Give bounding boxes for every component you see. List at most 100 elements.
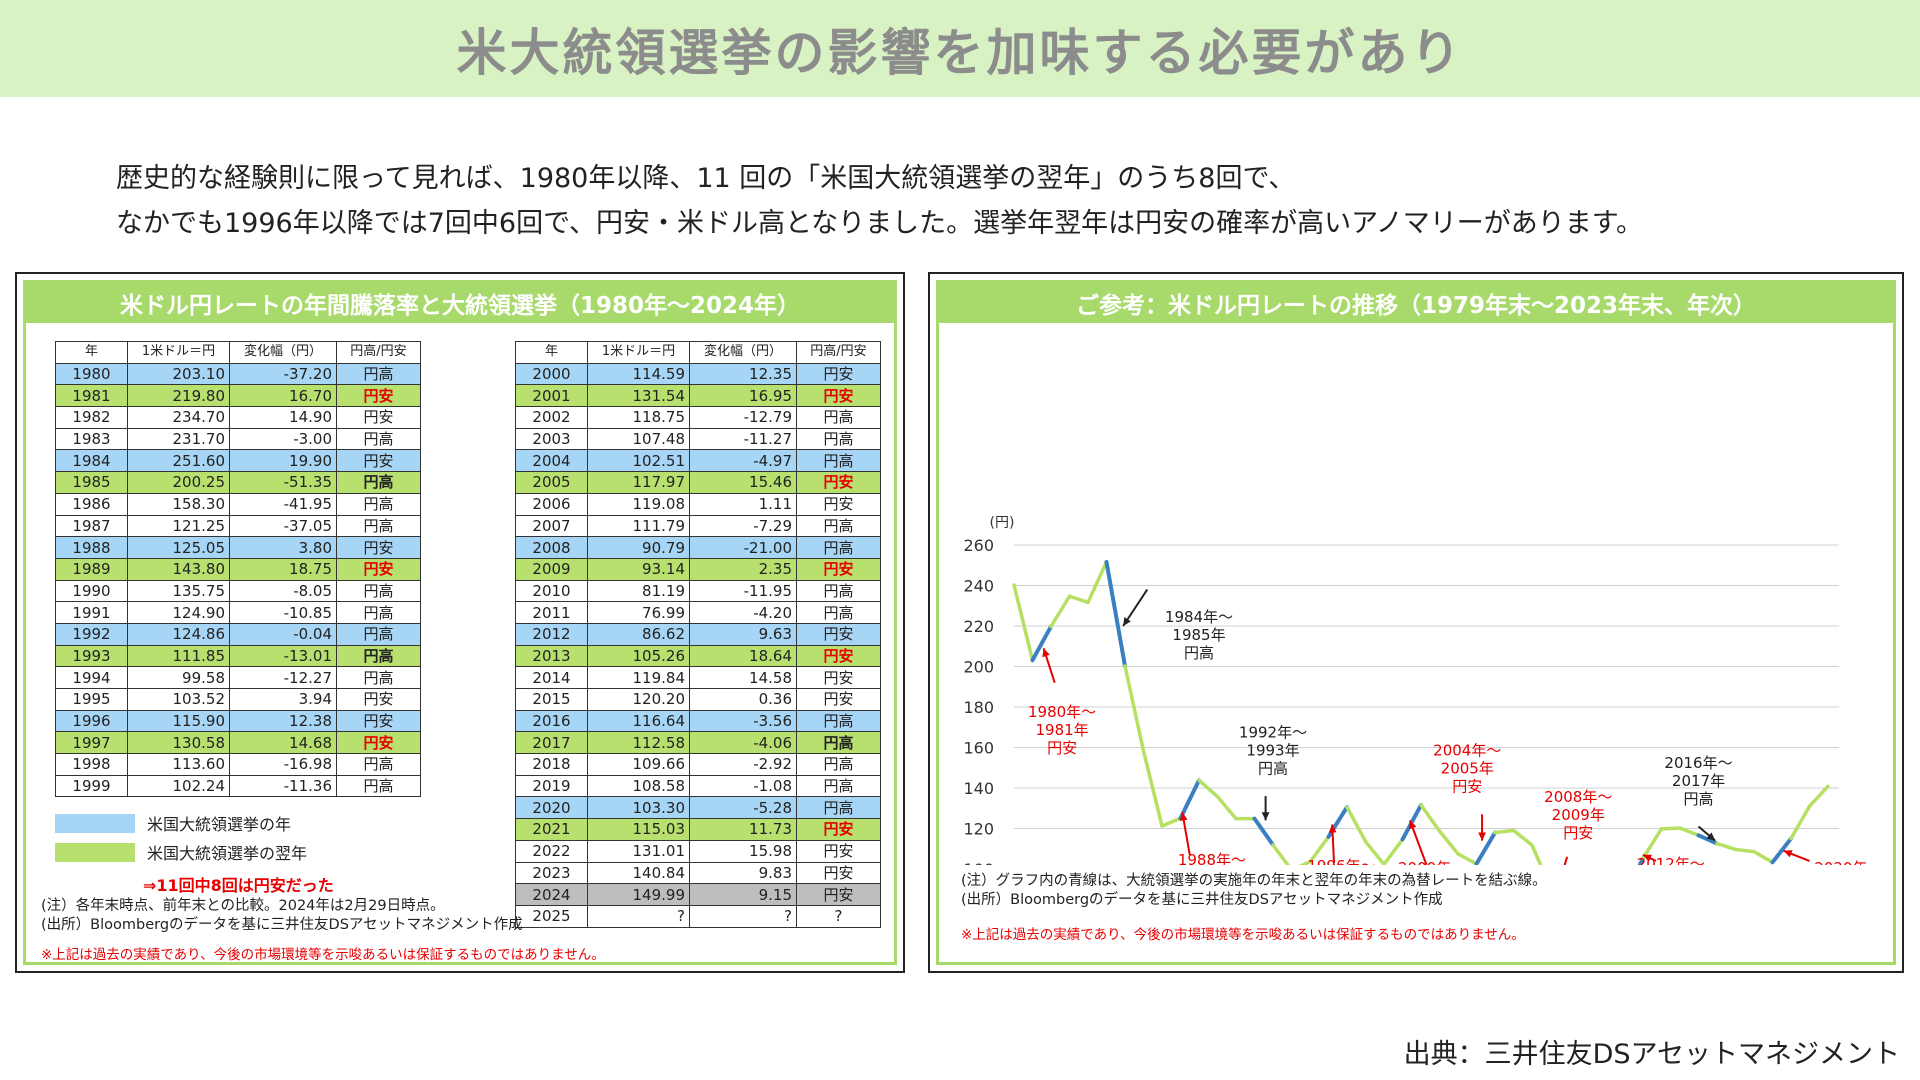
line-segment bbox=[1493, 828, 1516, 835]
year-cell: 1988 bbox=[55, 536, 128, 559]
year-cell: 1986 bbox=[55, 492, 128, 516]
direction-cell: 円安 bbox=[796, 384, 881, 408]
year-cell: 1997 bbox=[55, 731, 128, 755]
table-row: 1992 124.86 -0.04 円高 bbox=[55, 622, 421, 646]
rate-chart-frame: ご参考：米ドル円レートの推移（1979年末～2023年末、年次） 260 240 2… bbox=[936, 280, 1896, 965]
chart-disclaimer: ※上記は過去の実績であり、今後の市場環境等を示唆あるいは保証するものではありませ… bbox=[961, 927, 1525, 943]
change-cell: 12.35 bbox=[689, 362, 797, 386]
line-segment bbox=[1160, 816, 1183, 828]
direction-cell: 円高 bbox=[796, 753, 881, 776]
change-cell: -4.20 bbox=[689, 601, 797, 624]
year-cell: 2012 bbox=[515, 622, 588, 646]
year-cell: 2018 bbox=[515, 753, 588, 776]
year-cell: 2010 bbox=[515, 579, 588, 603]
year-cell: 2007 bbox=[515, 514, 588, 538]
line-segment bbox=[1197, 778, 1220, 799]
change-cell: -11.95 bbox=[689, 579, 797, 603]
line-segment bbox=[1511, 828, 1534, 847]
y-axis-label: (円) bbox=[990, 515, 1015, 531]
annotation-label: 1984年～ bbox=[1165, 608, 1233, 626]
year-cell: 2009 bbox=[515, 557, 588, 581]
table-row: 2020 103.30 -5.28 円高 bbox=[515, 796, 881, 820]
annotation-label: 2020年～ bbox=[1814, 859, 1882, 865]
annotation-label: 2017年 bbox=[1672, 772, 1725, 790]
change-cell: 14.58 bbox=[689, 666, 797, 689]
annotation-label: 1985年 bbox=[1172, 626, 1225, 644]
table-row: 2007 111.79 -7.29 円高 bbox=[515, 514, 881, 538]
table-row: 1986 158.30 -41.95 円高 bbox=[55, 492, 421, 516]
change-cell: 14.68 bbox=[229, 731, 337, 755]
year-cell: 1994 bbox=[55, 666, 128, 689]
direction-cell: 円高 bbox=[336, 753, 421, 776]
table-row: 2018 109.66 -2.92 円高 bbox=[515, 753, 881, 776]
year-cell: 1984 bbox=[55, 449, 128, 473]
rate-cell: 140.84 bbox=[587, 861, 690, 885]
direction-cell: 円安 bbox=[796, 861, 881, 885]
change-cell: 9.15 bbox=[689, 883, 797, 906]
line-segment bbox=[1419, 803, 1442, 833]
table-row: 1982 234.70 14.90 円安 bbox=[55, 406, 421, 429]
rate-cell: 81.19 bbox=[587, 579, 690, 603]
year-cell: 2008 bbox=[515, 536, 588, 559]
direction-cell: 円高 bbox=[796, 796, 881, 820]
rate-cell: 124.86 bbox=[127, 622, 230, 646]
rate-cell: 158.30 bbox=[127, 492, 230, 516]
table-row: 2003 107.48 -11.27 円高 bbox=[515, 427, 881, 451]
rate-cell: 200.25 bbox=[127, 471, 230, 494]
year-cell: 2013 bbox=[515, 644, 588, 668]
header-rate: 1米ドル＝円 bbox=[587, 341, 690, 364]
table-row: 1991 124.90 -10.85 円高 bbox=[55, 601, 421, 624]
annotation-label: 1980年～ bbox=[1028, 703, 1096, 721]
annotation-label: 2009年 bbox=[1552, 806, 1605, 824]
direction-cell: 円安 bbox=[336, 557, 421, 581]
line-segment bbox=[1141, 749, 1164, 828]
annotation-label: 1988年～ bbox=[1178, 851, 1246, 865]
year-cell: 1987 bbox=[55, 514, 128, 538]
table-row: 1990 135.75 -8.05 円高 bbox=[55, 579, 421, 603]
rate-cell: 103.52 bbox=[127, 688, 230, 711]
annotation-arrowhead bbox=[1261, 812, 1270, 821]
line-segment bbox=[1382, 837, 1405, 865]
rate-cell: 111.85 bbox=[127, 644, 230, 668]
change-cell: 14.90 bbox=[229, 406, 337, 429]
annotation-arrowhead bbox=[1478, 832, 1486, 841]
annotation-label: 円高 bbox=[1683, 790, 1713, 808]
rate-cell: 115.90 bbox=[127, 709, 230, 733]
table-row: 2001 131.54 16.95 円安 bbox=[515, 384, 881, 408]
y-tick-label: 120 bbox=[963, 820, 994, 839]
line-segment bbox=[1123, 664, 1146, 753]
direction-cell: 円安 bbox=[796, 492, 881, 516]
change-cell: 9.83 bbox=[689, 861, 797, 885]
change-cell: -7.29 bbox=[689, 514, 797, 538]
direction-cell: 円高 bbox=[336, 644, 421, 668]
change-cell: -0.04 bbox=[229, 622, 337, 646]
direction-cell: 円安 bbox=[796, 362, 881, 386]
annotation-arrowhead bbox=[1328, 824, 1337, 833]
election-segment bbox=[1030, 624, 1053, 663]
change-cell: 18.75 bbox=[229, 557, 337, 581]
change-cell: 19.90 bbox=[229, 449, 337, 473]
rate-cell: 103.30 bbox=[587, 796, 690, 820]
line-segment bbox=[1215, 794, 1238, 821]
intro-line-2: なかでも1996年以降では7回中6回で、円安・米ドル高となりました。選挙年翌年は… bbox=[116, 208, 1644, 239]
rate-cell: 102.24 bbox=[127, 774, 230, 798]
table-row: 2013 105.26 18.64 円安 bbox=[515, 644, 881, 668]
direction-cell: 円高 bbox=[796, 406, 881, 429]
rate-cell: 114.59 bbox=[587, 362, 690, 386]
line-segment bbox=[1807, 784, 1830, 808]
annotation-label: 円安 bbox=[1047, 739, 1077, 757]
rate-cell: 143.80 bbox=[127, 557, 230, 581]
direction-cell: 円高 bbox=[336, 774, 421, 798]
year-cell: 1998 bbox=[55, 753, 128, 776]
line-segment bbox=[1345, 805, 1368, 844]
table-row: 1980 203.10 -37.20 円高 bbox=[55, 362, 421, 386]
change-cell: 12.38 bbox=[229, 709, 337, 733]
election-segment bbox=[1252, 816, 1275, 848]
legend-election: 米国大統領選挙の年 bbox=[55, 811, 291, 835]
year-cell: 2019 bbox=[515, 774, 588, 798]
table-note-2: (出所）Bloombergのデータを基に三井住友DSアセットマネジメント作成 bbox=[41, 917, 523, 933]
year-cell: 1992 bbox=[55, 622, 128, 646]
header-rate: 1米ドル＝円 bbox=[127, 341, 230, 364]
y-tick-label: 160 bbox=[963, 739, 994, 758]
header-year: 年 bbox=[515, 341, 588, 364]
